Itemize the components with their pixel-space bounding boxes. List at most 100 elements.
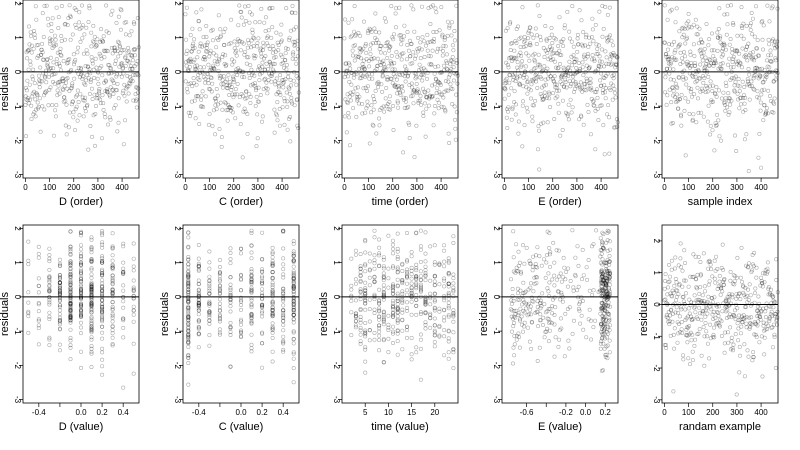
data-point [367, 307, 372, 312]
data-point [706, 103, 711, 108]
data-point [363, 294, 368, 299]
data-point [72, 76, 77, 81]
data-point [57, 298, 62, 303]
data-point [583, 56, 588, 61]
data-point [268, 73, 273, 78]
data-point [390, 284, 395, 289]
data-point [99, 27, 104, 32]
data-point [101, 39, 106, 44]
data-point [196, 264, 201, 269]
data-point [581, 30, 586, 35]
data-point [555, 289, 560, 294]
data-point [758, 310, 763, 315]
data-point [409, 335, 414, 340]
data-point [184, 5, 189, 10]
data-point [30, 74, 35, 79]
data-point [760, 37, 765, 42]
data-point [270, 314, 275, 319]
data-point [696, 69, 701, 74]
data-point [260, 280, 265, 285]
data-point [37, 82, 42, 87]
y-tick-label: 1 [492, 260, 501, 265]
data-point [442, 248, 447, 253]
data-point [547, 246, 552, 251]
data-point [390, 331, 395, 336]
data-point [554, 248, 559, 253]
data-point [717, 134, 722, 139]
data-point [291, 297, 296, 302]
data-point [428, 313, 433, 318]
data-point [110, 291, 115, 296]
data-point [43, 90, 48, 95]
data-point [694, 298, 699, 303]
data-point [71, 99, 76, 104]
data-point [680, 353, 685, 358]
data-point [533, 65, 538, 70]
data-point [291, 286, 296, 291]
data-point [47, 279, 52, 284]
data-point [233, 50, 238, 55]
data-point [361, 86, 366, 91]
data-point [725, 295, 730, 300]
data-point [31, 28, 36, 33]
data-point [558, 297, 563, 302]
data-point [26, 67, 31, 72]
data-point [261, 40, 266, 45]
data-point [63, 21, 68, 26]
data-point [402, 34, 407, 39]
data-point [404, 259, 409, 264]
data-point [50, 103, 55, 108]
data-point [607, 269, 612, 274]
data-point [415, 89, 420, 94]
data-point [291, 320, 296, 325]
data-point [184, 51, 189, 56]
data-point [723, 309, 728, 314]
data-point [526, 30, 531, 35]
data-point [730, 20, 735, 25]
data-point [588, 41, 593, 46]
data-point [186, 289, 191, 294]
data-point [93, 143, 98, 148]
data-point [47, 335, 52, 340]
data-point [434, 49, 439, 54]
data-point [731, 65, 736, 70]
data-point [543, 329, 548, 334]
data-point [674, 280, 679, 285]
data-point [609, 54, 614, 59]
data-point [454, 3, 459, 8]
data-point [548, 306, 553, 311]
data-point [443, 44, 448, 49]
data-point [186, 257, 191, 262]
data-point [601, 26, 606, 31]
data-point [723, 47, 728, 52]
data-point [534, 76, 539, 81]
data-point [668, 313, 673, 318]
data-point [404, 274, 409, 279]
data-point [722, 43, 727, 48]
data-point [395, 54, 400, 59]
data-point [291, 301, 296, 306]
data-point [414, 312, 419, 317]
data-point [561, 84, 566, 89]
data-point [585, 79, 590, 84]
data-point [552, 273, 557, 278]
data-point [713, 60, 718, 65]
data-point [186, 320, 191, 325]
data-point [363, 262, 368, 267]
data-point [390, 282, 395, 287]
data-point [404, 258, 409, 263]
data-point [432, 36, 437, 41]
data-point [414, 286, 419, 291]
data-point [737, 291, 742, 296]
data-point [390, 291, 395, 296]
data-point [701, 68, 706, 73]
data-point [379, 82, 384, 87]
data-point [605, 356, 610, 361]
data-point [192, 45, 197, 50]
data-point [233, 92, 238, 97]
data-point [451, 319, 456, 324]
data-point [404, 324, 409, 329]
data-point [270, 308, 275, 313]
data-point [291, 251, 296, 256]
data-point [101, 101, 106, 106]
